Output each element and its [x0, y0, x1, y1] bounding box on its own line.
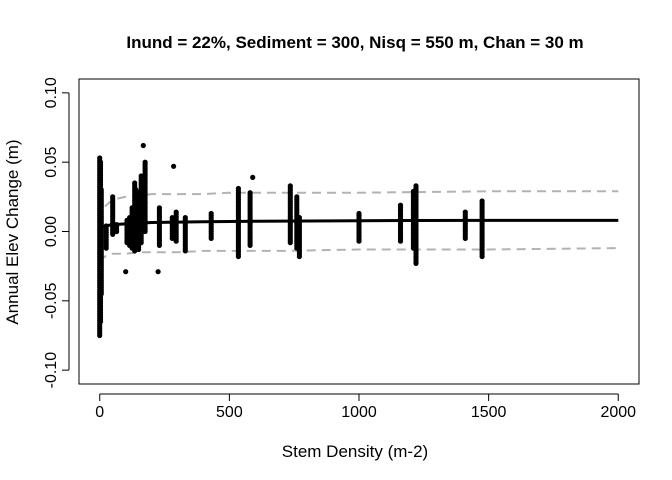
data-point — [97, 319, 104, 325]
prediction-bands — [98, 190, 619, 263]
x-axis-label: Stem Density (m-2) — [282, 442, 428, 461]
data-point — [110, 231, 116, 237]
data-point — [136, 246, 142, 253]
y-tick-label: 0.00 — [43, 216, 60, 247]
data-point — [250, 174, 256, 180]
data-point — [173, 238, 179, 244]
data-point — [156, 242, 162, 248]
data-point — [169, 235, 175, 241]
data-point — [98, 291, 104, 297]
data-point — [97, 332, 103, 339]
x-tick-label: 0 — [95, 404, 104, 421]
data-point — [356, 238, 362, 244]
upper-band-line — [98, 190, 619, 221]
x-tick-label: 2000 — [600, 404, 636, 421]
y-tick-label: 0.05 — [43, 147, 60, 178]
y-axis-label: Annual Elev Change (m) — [3, 139, 22, 324]
y-tick-label: -0.05 — [43, 282, 60, 319]
data-point — [138, 240, 144, 246]
data-point — [171, 163, 177, 169]
x-tick-label: 500 — [216, 404, 243, 421]
chart-title: Inund = 22%, Sediment = 300, Nisq = 550 … — [126, 33, 583, 52]
data-point — [296, 253, 302, 260]
data-point — [114, 228, 120, 235]
y-axis: -0.10 -0.05 0.00 0.05 0.10 — [43, 77, 70, 389]
x-tick-label: 1500 — [471, 404, 507, 421]
data-point — [140, 142, 146, 149]
data-point — [247, 242, 253, 248]
plot-frame — [78, 78, 640, 385]
data-point — [235, 253, 241, 260]
y-tick-label: -0.10 — [43, 352, 60, 389]
data-point — [132, 248, 138, 254]
data-point — [413, 260, 419, 266]
data-point — [397, 238, 404, 244]
lower-band-line — [98, 247, 619, 263]
fit-line — [99, 218, 619, 229]
data-point — [208, 235, 214, 241]
data-point — [182, 248, 188, 254]
fit-line-path — [99, 218, 619, 229]
data-point — [287, 240, 293, 246]
data-point — [479, 253, 485, 260]
data-point — [462, 235, 468, 241]
data-point — [155, 269, 161, 275]
y-tick-label: 0.10 — [43, 77, 60, 108]
x-axis: 0 500 1000 1500 2000 — [95, 393, 636, 421]
data-point — [123, 269, 129, 275]
x-tick-label: 1000 — [341, 404, 377, 421]
data-point — [142, 228, 148, 235]
data-point — [103, 245, 109, 251]
data-points — [97, 142, 485, 339]
